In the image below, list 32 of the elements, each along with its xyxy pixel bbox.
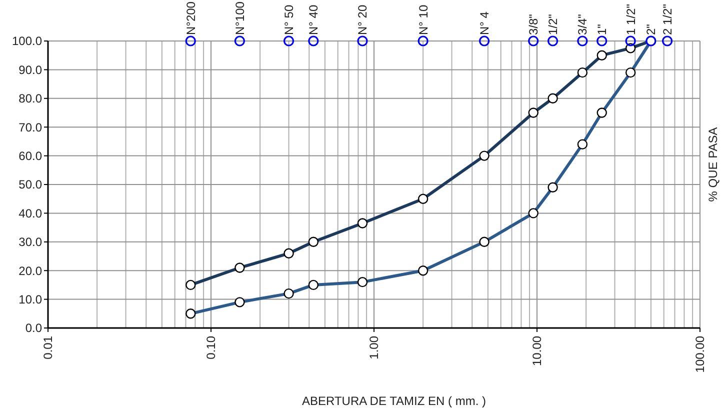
- annotation: N°100: [232, 1, 247, 35]
- annotation: N°200: [184, 1, 198, 35]
- y-tick-label: 70.0: [18, 120, 42, 134]
- annotation: 1/2": [546, 14, 560, 35]
- annotation: N° 4: [478, 11, 492, 35]
- y-tick-label: 30.0: [18, 235, 42, 250]
- annotation: 3/8": [526, 14, 541, 35]
- x-axis-title: ABERTURA DE TAMIZ EN ( mm. ): [302, 394, 486, 408]
- x-tick-label: 0.10: [204, 336, 218, 360]
- y-tick-label: 40.0: [18, 206, 42, 220]
- x-tick-label: 1.00: [367, 336, 382, 360]
- annotation: 2 1/2": [660, 4, 674, 35]
- x-tick-label: 0.01: [41, 336, 56, 360]
- y-axis-title: % QUE PASA: [706, 127, 720, 202]
- x-tick-label: 10.00: [530, 336, 544, 366]
- annotation: N° 40: [306, 4, 321, 35]
- y-tick-label: 0.0: [25, 321, 42, 336]
- annotation: 3/4": [576, 14, 590, 35]
- annotation: N° 10: [416, 4, 430, 35]
- annotation: N° 50: [282, 4, 296, 35]
- y-tick-label: 80.0: [18, 92, 42, 106]
- annotation: N° 20: [356, 4, 370, 35]
- y-tick-label: 100.0: [12, 34, 42, 48]
- annotation: 1": [595, 24, 610, 35]
- y-tick-label: 10.0: [18, 292, 42, 306]
- y-tick-label: 60.0: [18, 149, 42, 163]
- x-tick-label: 100.00: [693, 336, 708, 373]
- annotation: 1 1/2": [624, 4, 638, 35]
- annotation: 2": [644, 24, 658, 35]
- y-tick-label: 50.0: [18, 178, 42, 192]
- y-tick-label: 20.0: [18, 264, 42, 278]
- y-tick-label: 90.0: [18, 62, 42, 77]
